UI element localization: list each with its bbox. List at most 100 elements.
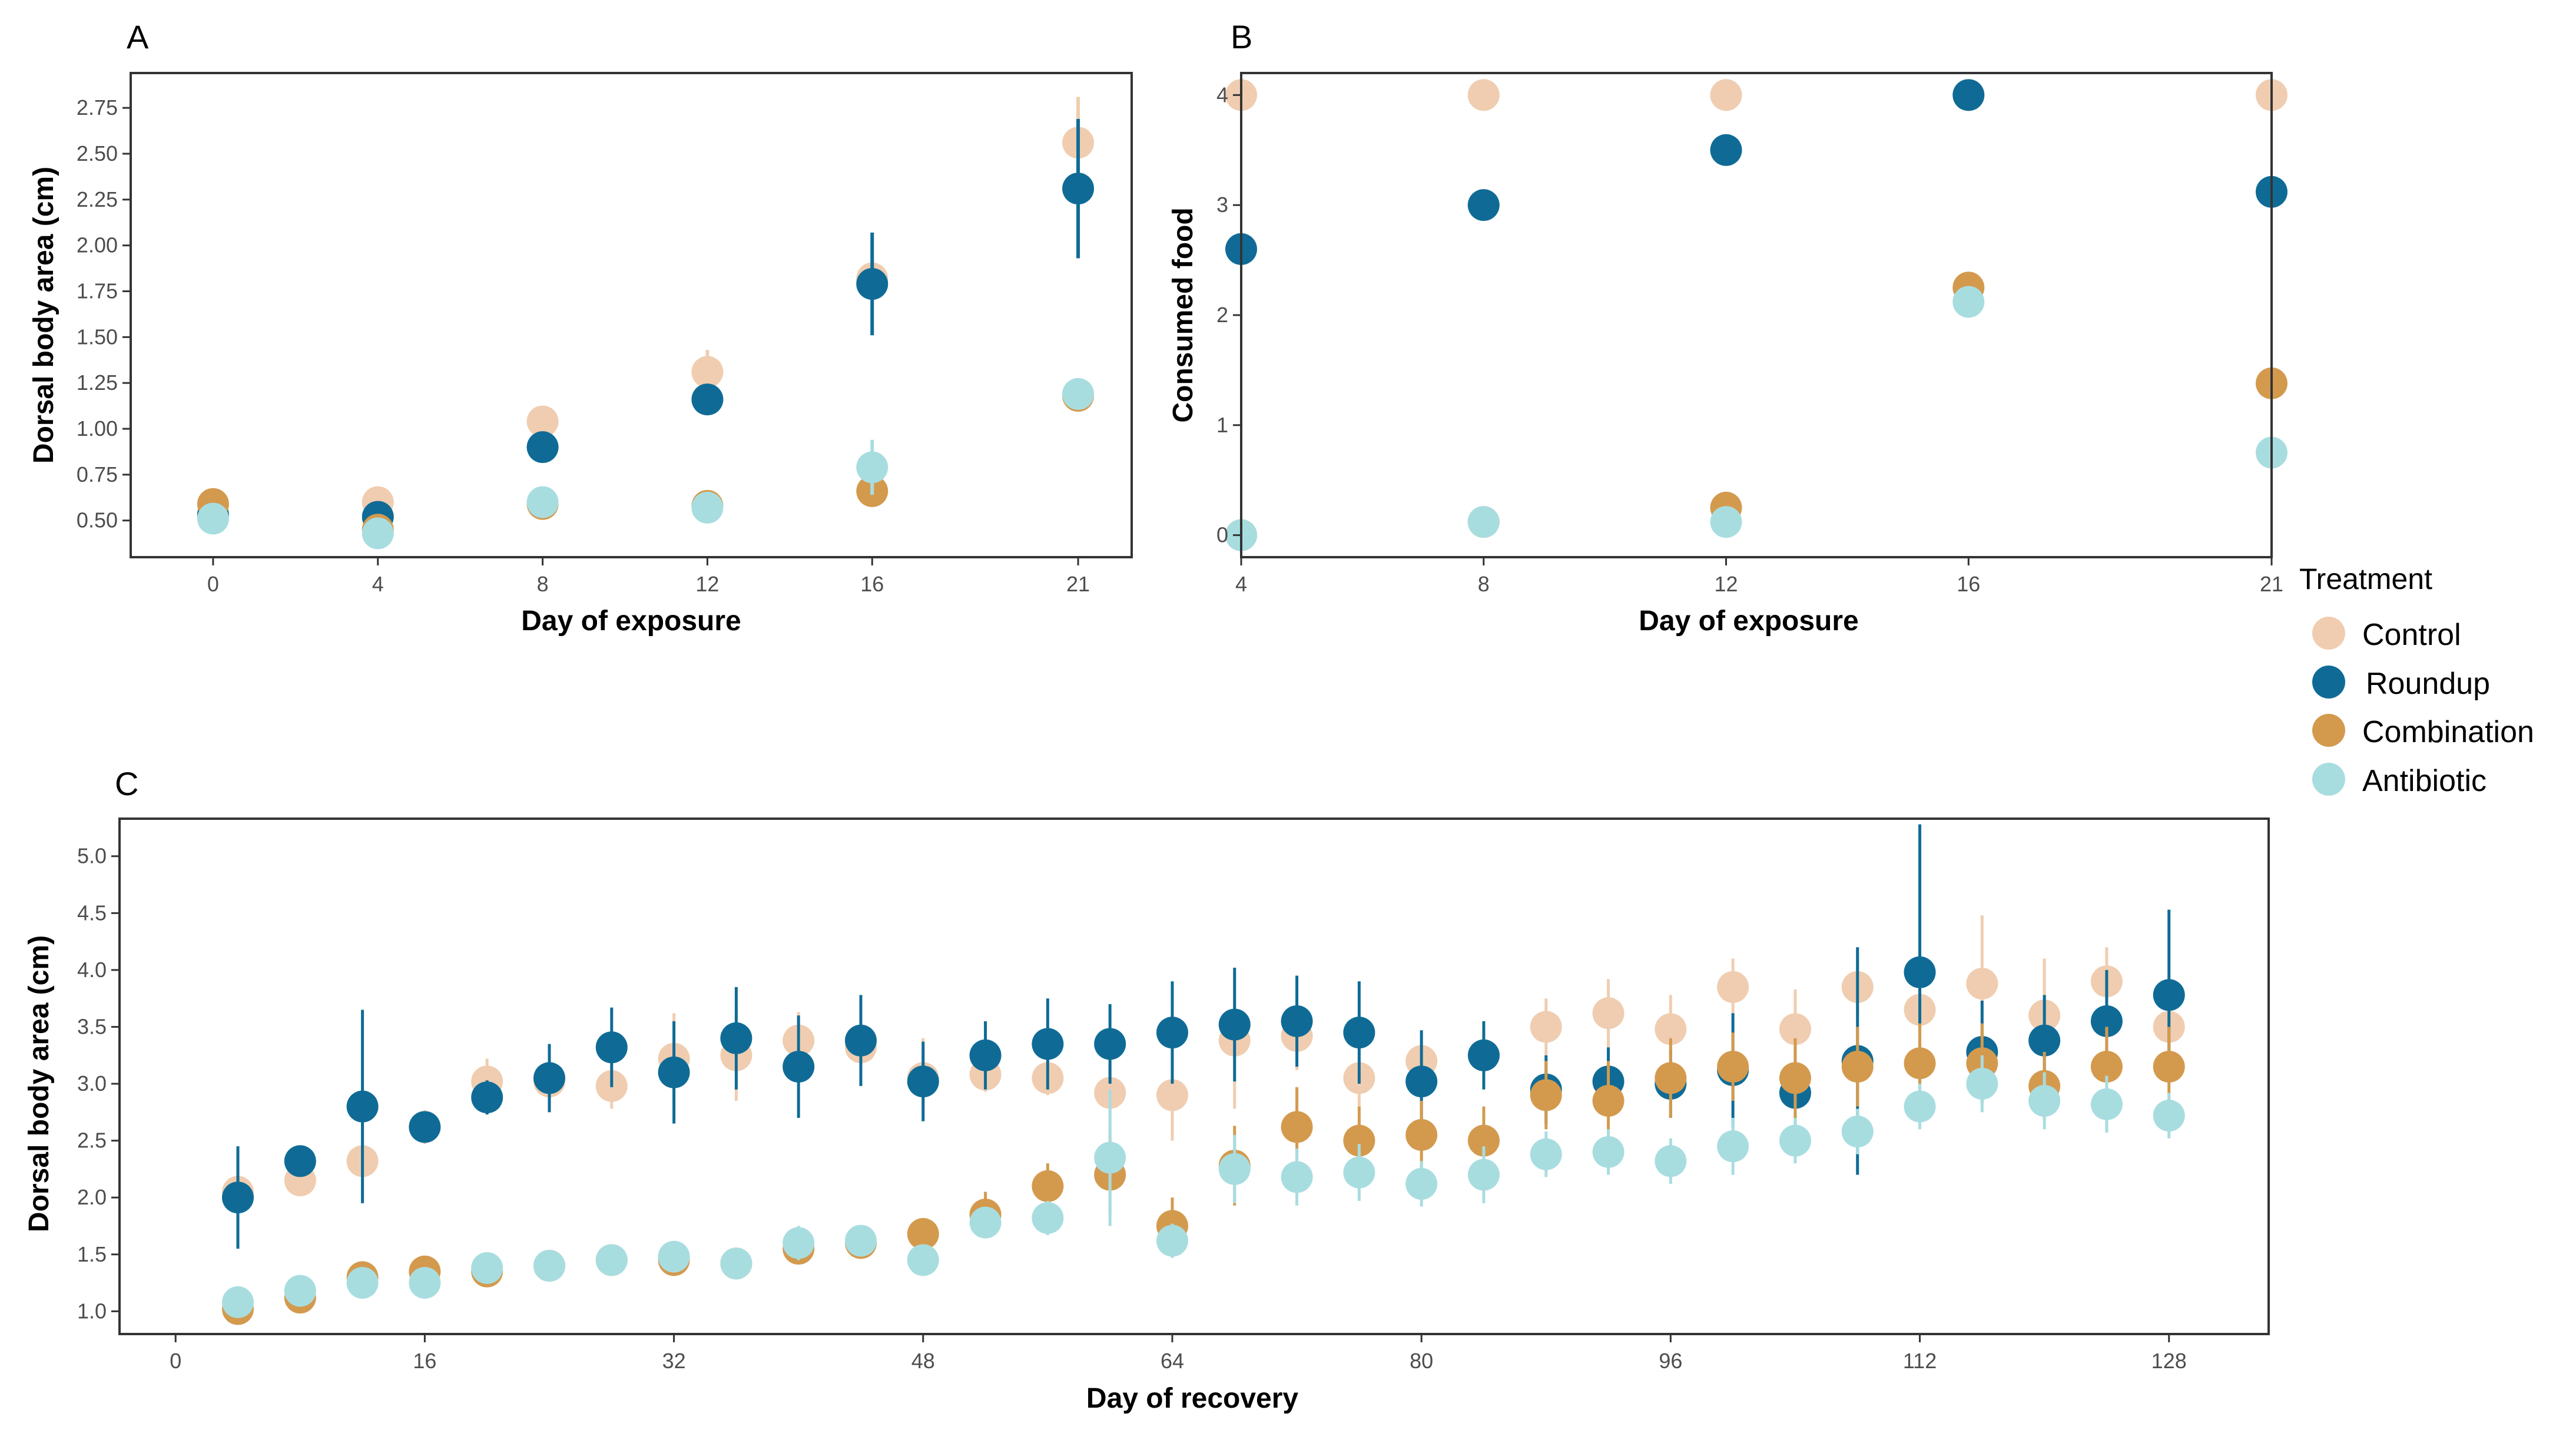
panel-a-y-tick-label: 2.75 [77,95,118,120]
panel-b-roundup-point [1952,79,1985,111]
panel-c-antibiotic-point [844,1224,877,1257]
legend-swatch-combination [2312,714,2345,747]
panel-c-antibiotic-point [2153,1100,2185,1132]
panel-a: A 0 4 8 12 16 21 0.50 0.75 1.00 1.25 1.50 1.75 2.00 2… [28,18,1133,637]
panel-c-x-tick-label: 96 [1659,1349,1682,1373]
panel-b-x-tick-label: 12 [1715,572,1738,596]
panel-a-antibiotic-point [856,451,888,484]
panel-c-roundup-point [2090,1005,2123,1037]
panel-c-x-tick-label: 80 [1410,1349,1433,1373]
panel-c-antibiotic-point [1841,1116,1874,1148]
panel-c-antibiotic-point [1094,1141,1126,1174]
legend-title: Treatment [2299,562,2432,595]
panel-c-roundup-point [1904,956,1936,988]
panel-a-control-point [691,356,724,388]
panel-c-y-tick-label: 4.5 [77,901,107,925]
panel-a-y-tick-label: 2.50 [77,141,118,166]
panel-c-roundup-point [720,1022,752,1054]
panel-b-y-tick-label: 2 [1216,303,1228,327]
panel-a-y-tick-label: 0.75 [77,462,118,486]
panel-a-roundup-point [856,268,888,300]
legend-label-antibiotic: Antibiotic [2362,764,2487,798]
panel-a-series-roundup [197,118,1095,533]
panel-c-combination-point [1655,1062,1687,1094]
panel-c-roundup-point [2153,979,2185,1011]
panel-c-antibiotic-point [720,1247,752,1280]
panel-a-x-tick-label: 16 [860,572,884,596]
panel-b-x-tick-label: 8 [1478,572,1490,596]
panel-c-control-point [1717,971,1749,1003]
panel-a-label: A [127,18,149,55]
panel-b-x-tick-label: 4 [1235,572,1247,596]
panel-c-roundup-point [1343,1017,1375,1049]
panel-c-x-tick-label: 16 [413,1349,436,1373]
panel-b-antibiotic-point [1710,506,1742,538]
panel-c-y-tick-label: 2.0 [77,1185,107,1209]
legend-label-control: Control [2362,618,2461,652]
panel-c-antibiotic-point [1281,1161,1313,1193]
panel-a-x-tick-label: 12 [695,572,719,596]
panel-c-antibiotic-point [1467,1159,1500,1191]
panel-c-antibiotic-point [1779,1124,1811,1157]
panel-c-combination-point [907,1218,939,1250]
panel-c-antibiotic-point [658,1240,690,1273]
panel-c-roundup-point [595,1031,628,1064]
panel-a-y-tick-label: 0.50 [77,508,118,532]
panel-c-y-tick-label: 4.0 [77,958,107,982]
panel-c-antibiotic-point [907,1244,939,1276]
panel-c-control-point [1966,968,1998,1000]
panel-c-antibiotic-point [533,1250,565,1282]
panel-b-control-point [1467,79,1500,111]
panel-b-antibiotic-point [1952,286,1985,318]
panel-c-antibiotic-point [471,1252,503,1284]
panel-b-frame [1240,72,2273,558]
panel-c-roundup-point [969,1039,1002,1071]
panel-a-y-axis-title: Dorsal body area (cm) [28,167,59,464]
panel-c-roundup-point [658,1056,690,1088]
panel-c-y-tick-label: 1.5 [77,1242,107,1266]
panel-c-roundup-point [783,1051,815,1083]
panel-b-y-axis-title: Consumed food [1168,207,1199,422]
panel-c-combination-point [1717,1051,1749,1083]
panel-a-roundup-point [691,383,724,416]
panel-c-x-tick-label: 48 [911,1349,935,1373]
panel-a-y-tick-label: 2.00 [77,233,118,257]
legend-swatch-antibiotic [2312,763,2345,796]
panel-c-combination-point [2153,1051,2185,1083]
panel-c-antibiotic-point [222,1286,254,1318]
legend: Treatment Control Roundup Combination An… [2299,562,2534,798]
panel-a-x-tick-label: 8 [537,572,549,596]
panel-c-roundup-point [1094,1028,1126,1060]
legend-swatch-control [2312,617,2345,650]
panel-c: C 0 16 32 48 64 80 96 112 128 1.0 1.5 2.0 2.5 3.0 3.5 4… [24,765,2270,1414]
panel-c-roundup-point [409,1111,441,1143]
panel-c-series-antibiotic [222,1055,2185,1318]
panel-c-y-tick-label: 5.0 [77,844,107,868]
panel-b-label: B [1231,18,1252,55]
panel-a-y-tick-label: 2.25 [77,187,118,211]
panel-b-y-tick-label: 3 [1216,193,1228,217]
panel-c-y-tick-label: 2.5 [77,1128,107,1153]
panel-c-antibiotic-point [1343,1156,1375,1189]
panel-a-antibiotic-point [526,486,559,518]
panel-c-control-point [1592,997,1624,1030]
panel-a-antibiotic-point [197,502,229,535]
panel-c-antibiotic-point [1717,1130,1749,1163]
panel-c-antibiotic-point [783,1227,815,1259]
panel-a-antibiotic-point [1062,378,1095,410]
panel-c-combination-point [1405,1118,1438,1151]
panel-a-x-axis-title: Day of exposure [521,605,741,637]
panel-b-y-tick-label: 1 [1216,413,1228,437]
panel-a-roundup-point [1062,173,1095,205]
panel-c-antibiotic-point [1156,1224,1188,1257]
panel-a-antibiotic-point [362,517,394,550]
panel-b-series-roundup [1225,79,2287,265]
panel-c-frame [118,818,2270,1335]
panel-c-x-tick-label: 32 [662,1349,686,1373]
panel-c-combination-point [1032,1170,1064,1202]
panel-c-series-control [222,915,2185,1209]
panel-c-roundup-point [1467,1039,1500,1071]
panel-b-series-antibiotic [1225,286,2287,551]
